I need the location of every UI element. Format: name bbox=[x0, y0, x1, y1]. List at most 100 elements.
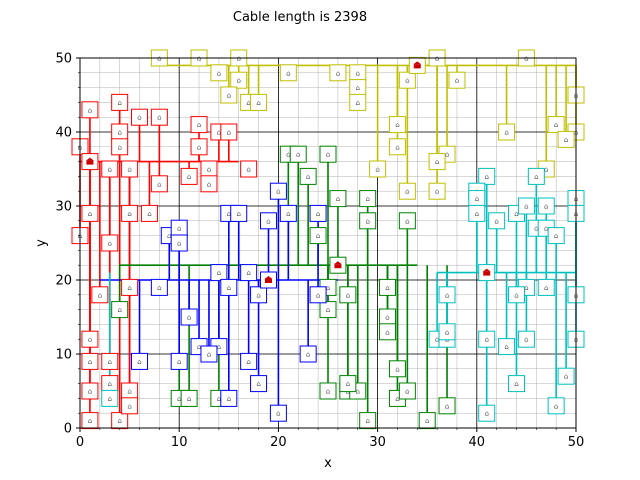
house-box bbox=[379, 323, 397, 341]
station-marker bbox=[408, 56, 426, 74]
house-icon: ⌂ bbox=[534, 173, 538, 181]
house-icon: ⌂ bbox=[385, 328, 389, 336]
house-icon: ⌂ bbox=[405, 217, 409, 225]
house-icon: ⌂ bbox=[227, 129, 231, 137]
house-box bbox=[259, 212, 277, 230]
house-icon: ⌂ bbox=[197, 143, 201, 151]
house-box bbox=[220, 123, 238, 141]
house-marker: ⌂ bbox=[170, 352, 188, 370]
y-axis-label: y bbox=[34, 239, 49, 247]
house-marker: ⌂ bbox=[369, 160, 387, 178]
house-marker: ⌂ bbox=[527, 167, 545, 185]
house-icon: ⌂ bbox=[326, 388, 330, 396]
house-icon: ⌂ bbox=[246, 166, 250, 174]
house-box bbox=[250, 93, 268, 111]
house-icon: ⌂ bbox=[117, 129, 121, 137]
house-box bbox=[547, 227, 565, 245]
house-marker: ⌂ bbox=[379, 278, 397, 296]
house-box bbox=[121, 278, 139, 296]
house-icon: ⌂ bbox=[286, 151, 290, 159]
house-icon: ⌂ bbox=[256, 380, 260, 388]
house-icon: ⌂ bbox=[227, 92, 231, 100]
house-box bbox=[438, 323, 456, 341]
house-marker: ⌂ bbox=[329, 64, 347, 82]
house-icon: ⌂ bbox=[217, 343, 221, 351]
house-box bbox=[180, 167, 198, 185]
house-box bbox=[240, 352, 258, 370]
house-icon: ⌂ bbox=[385, 314, 389, 322]
house-marker: ⌂ bbox=[388, 138, 406, 156]
house-marker: ⌂ bbox=[220, 123, 238, 141]
house-marker: ⌂ bbox=[339, 286, 357, 304]
house-box bbox=[230, 204, 248, 222]
house-box bbox=[210, 264, 228, 282]
house-marker: ⌂ bbox=[428, 153, 446, 171]
house-icon: ⌂ bbox=[554, 121, 558, 129]
house-marker: ⌂ bbox=[319, 382, 337, 400]
house-box bbox=[230, 71, 248, 89]
house-marker: ⌂ bbox=[121, 278, 139, 296]
house-marker: ⌂ bbox=[468, 204, 486, 222]
house-box bbox=[428, 153, 446, 171]
house-icon: ⌂ bbox=[246, 99, 250, 107]
house-icon: ⌂ bbox=[177, 358, 181, 366]
house-box bbox=[398, 212, 416, 230]
house-box bbox=[498, 123, 516, 141]
house-marker: ⌂ bbox=[230, 204, 248, 222]
house-box bbox=[349, 93, 367, 111]
house-icon: ⌂ bbox=[266, 217, 270, 225]
house-icon: ⌂ bbox=[157, 114, 161, 122]
house-icon: ⌂ bbox=[276, 188, 280, 196]
house-marker: ⌂ bbox=[557, 367, 575, 385]
house-box bbox=[369, 160, 387, 178]
house-box bbox=[547, 116, 565, 134]
house-icon: ⌂ bbox=[544, 203, 548, 211]
house-icon: ⌂ bbox=[108, 166, 112, 174]
house-icon: ⌂ bbox=[395, 143, 399, 151]
house-icon: ⌂ bbox=[316, 291, 320, 299]
house-icon: ⌂ bbox=[187, 395, 191, 403]
house-marker: ⌂ bbox=[339, 375, 357, 393]
house-box bbox=[359, 412, 377, 430]
house-marker: ⌂ bbox=[359, 212, 377, 230]
house-icon: ⌂ bbox=[514, 380, 518, 388]
house-box bbox=[150, 108, 168, 126]
house-box bbox=[101, 160, 119, 178]
house-marker: ⌂ bbox=[537, 197, 555, 215]
house-icon: ⌂ bbox=[524, 284, 528, 292]
house-box bbox=[438, 286, 456, 304]
house-marker: ⌂ bbox=[81, 330, 99, 348]
house-icon: ⌂ bbox=[564, 373, 568, 381]
house-marker: ⌂ bbox=[150, 175, 168, 193]
house-marker: ⌂ bbox=[250, 375, 268, 393]
house-icon: ⌂ bbox=[217, 395, 221, 403]
y-tick-label: 40 bbox=[55, 126, 72, 141]
house-box bbox=[220, 389, 238, 407]
house-box bbox=[269, 404, 287, 422]
house-marker: ⌂ bbox=[220, 278, 238, 296]
house-box bbox=[388, 138, 406, 156]
house-icon: ⌂ bbox=[296, 151, 300, 159]
house-marker: ⌂ bbox=[101, 234, 119, 252]
house-icon: ⌂ bbox=[117, 417, 121, 425]
station-roof-icon bbox=[482, 268, 491, 272]
house-icon: ⌂ bbox=[395, 121, 399, 129]
house-icon: ⌂ bbox=[197, 343, 201, 351]
x-axis-label: x bbox=[324, 456, 332, 471]
house-box bbox=[557, 130, 575, 148]
house-box bbox=[398, 71, 416, 89]
house-box bbox=[121, 160, 139, 178]
house-box bbox=[359, 212, 377, 230]
house-box bbox=[91, 286, 109, 304]
house-icon: ⌂ bbox=[147, 210, 151, 218]
house-box bbox=[557, 367, 575, 385]
house-marker: ⌂ bbox=[349, 64, 367, 82]
house-marker: ⌂ bbox=[359, 412, 377, 430]
house-box bbox=[488, 212, 506, 230]
house-icon: ⌂ bbox=[336, 195, 340, 203]
house-marker: ⌂ bbox=[468, 190, 486, 208]
house-marker: ⌂ bbox=[111, 301, 129, 319]
house-box bbox=[250, 286, 268, 304]
house-marker: ⌂ bbox=[101, 160, 119, 178]
